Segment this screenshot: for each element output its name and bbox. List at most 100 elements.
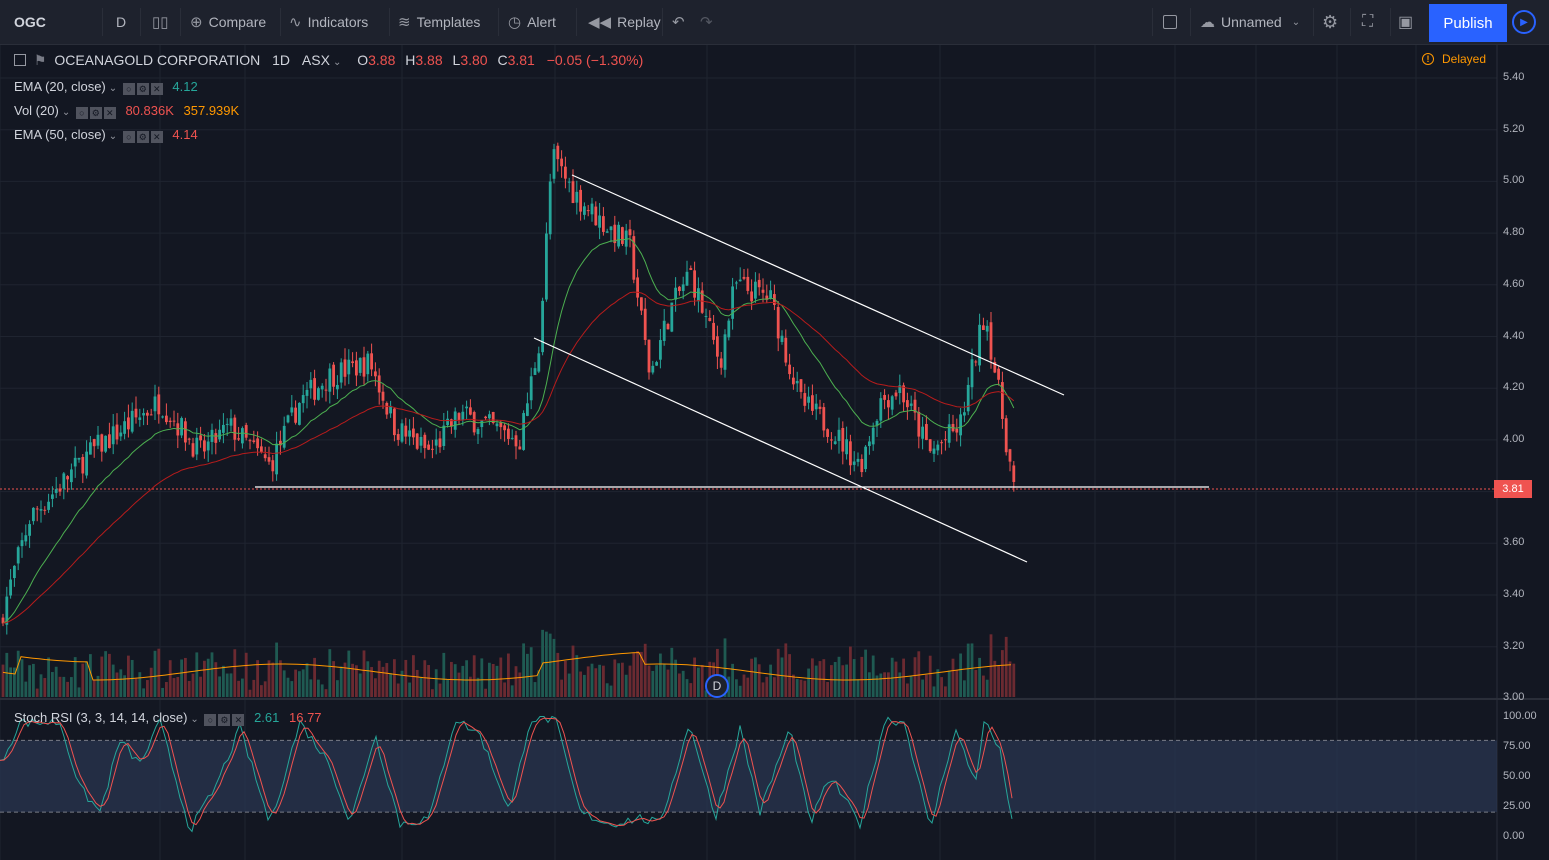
candle-body: [248, 440, 252, 442]
candle-body: [142, 413, 145, 416]
volume-bar: [263, 681, 267, 697]
volume-legend[interactable]: Vol (20) ⌄ ○ ⚙ ✕ 80.836K 357.939K: [14, 103, 239, 119]
volume-bar: [959, 653, 962, 697]
alert-button[interactable]: ◷ Alert: [508, 0, 556, 44]
chevron-down-icon[interactable]: ⌄: [108, 131, 118, 142]
volume-bar: [184, 657, 187, 697]
stoch-d-value: 16.77: [289, 710, 322, 725]
candle-body: [575, 191, 579, 203]
candle-body: [332, 364, 335, 387]
trendlines[interactable]: [255, 174, 1209, 563]
candle-body: [415, 433, 419, 449]
delayed-badge[interactable]: ! Delayed: [1422, 52, 1486, 66]
candle-body: [681, 284, 685, 291]
candle-body: [879, 398, 883, 421]
candle-body: [1008, 449, 1012, 462]
gear-icon[interactable]: ⚙: [89, 107, 102, 119]
collapse-icon[interactable]: [14, 54, 26, 66]
volume-bar: [716, 648, 719, 697]
candle-body: [260, 446, 263, 453]
candle-body: [818, 406, 822, 409]
snapshot-button[interactable]: ▣: [1398, 0, 1419, 44]
chevron-down-icon[interactable]: ⌄: [332, 57, 342, 68]
candle-body: [469, 407, 472, 415]
candle-body: [640, 297, 643, 311]
volume-bar: [13, 667, 16, 697]
publish-button[interactable]: Publish: [1429, 4, 1507, 42]
gear-icon[interactable]: ⚙: [136, 131, 149, 143]
layout-button[interactable]: [1163, 0, 1183, 44]
divider: [1152, 8, 1153, 36]
symbol-search[interactable]: OGC: [14, 14, 46, 30]
candle-body: [165, 415, 168, 423]
volume-bar: [119, 669, 123, 697]
replay-button[interactable]: ◀◀ Replay: [588, 0, 661, 44]
undo-button[interactable]: ↶: [672, 0, 691, 44]
candle-style-button[interactable]: ▯▯: [152, 0, 175, 44]
candle-body: [495, 423, 499, 427]
candle-body: [324, 389, 328, 391]
ema20-legend[interactable]: EMA (20, close) ⌄ ○ ⚙ ✕ 4.12: [14, 79, 198, 95]
volume-bar: [275, 642, 278, 697]
stoch-k-line: [0, 715, 1013, 833]
eye-icon[interactable]: ○: [122, 83, 135, 95]
candle-body: [567, 181, 571, 183]
chevron-down-icon[interactable]: ⌄: [61, 107, 71, 118]
stoch-rsi-legend[interactable]: Stoch RSI (3, 3, 14, 14, close) ⌄ ○ ⚙ ✕ 2.6…: [14, 710, 322, 726]
gear-icon[interactable]: ⚙: [136, 83, 149, 95]
close-icon[interactable]: ✕: [103, 107, 116, 119]
volume-bar: [647, 665, 651, 697]
fullscreen-button[interactable]: ⛶: [1362, 0, 1379, 44]
volume-bar: [822, 659, 826, 697]
gear-icon[interactable]: ⚙: [218, 714, 231, 726]
volume-bar: [161, 687, 164, 697]
compare-button[interactable]: ⊕ Compare: [190, 0, 266, 44]
settings-button[interactable]: ⚙: [1322, 0, 1344, 44]
volume-bar: [602, 665, 605, 697]
volume-bar: [408, 682, 411, 697]
chart-canvas[interactable]: [0, 45, 1549, 860]
volume-bar: [636, 651, 639, 697]
volume-bar: [20, 659, 24, 697]
save-layout-button[interactable]: ☁ Unnamed ⌄: [1200, 0, 1300, 44]
interval-button[interactable]: D: [116, 14, 127, 30]
volume-bar: [176, 677, 180, 697]
volume-bar: [252, 679, 256, 697]
candle-body: [906, 400, 909, 408]
volume-bars: [1, 629, 1016, 697]
candle-body: [936, 444, 940, 451]
candle-body: [666, 323, 670, 330]
candle-body: [256, 438, 259, 449]
stoch-tick-label: 0.00: [1503, 829, 1525, 842]
candle-body: [431, 448, 434, 450]
volume-bar: [894, 661, 898, 697]
volume-bar: [780, 657, 784, 697]
indicators-button[interactable]: ∿ Indicators: [289, 0, 368, 44]
eye-icon[interactable]: ○: [75, 107, 88, 119]
templates-button[interactable]: ≋ Templates: [398, 0, 480, 44]
ema50-legend[interactable]: EMA (50, close) ⌄ ○ ⚙ ✕ 4.14: [14, 127, 198, 143]
chevron-down-icon[interactable]: ⌄: [190, 714, 199, 725]
dividend-marker[interactable]: D: [705, 674, 729, 698]
close-icon[interactable]: ✕: [150, 131, 163, 143]
grid: [0, 45, 1549, 860]
play-icon[interactable]: ▶: [1512, 10, 1536, 34]
close-icon[interactable]: ✕: [150, 83, 163, 95]
candle-body: [168, 420, 172, 423]
eye-icon[interactable]: ○: [122, 131, 135, 143]
exclamation-icon: !: [1422, 53, 1434, 65]
volume-bar: [522, 643, 525, 697]
volume-bar: [757, 664, 761, 697]
volume-bar: [476, 677, 480, 697]
eye-icon[interactable]: ○: [204, 714, 217, 726]
close-icon[interactable]: ✕: [232, 714, 245, 726]
volume-bar: [940, 677, 943, 697]
candle-body: [199, 435, 202, 441]
candle-body: [343, 359, 347, 377]
candle-body: [598, 215, 601, 228]
chevron-down-icon[interactable]: ⌄: [108, 83, 118, 94]
volume-bar: [54, 666, 58, 697]
volume-bar: [807, 668, 810, 697]
redo-button[interactable]: ↷: [700, 0, 719, 44]
volume-bar: [868, 672, 871, 697]
